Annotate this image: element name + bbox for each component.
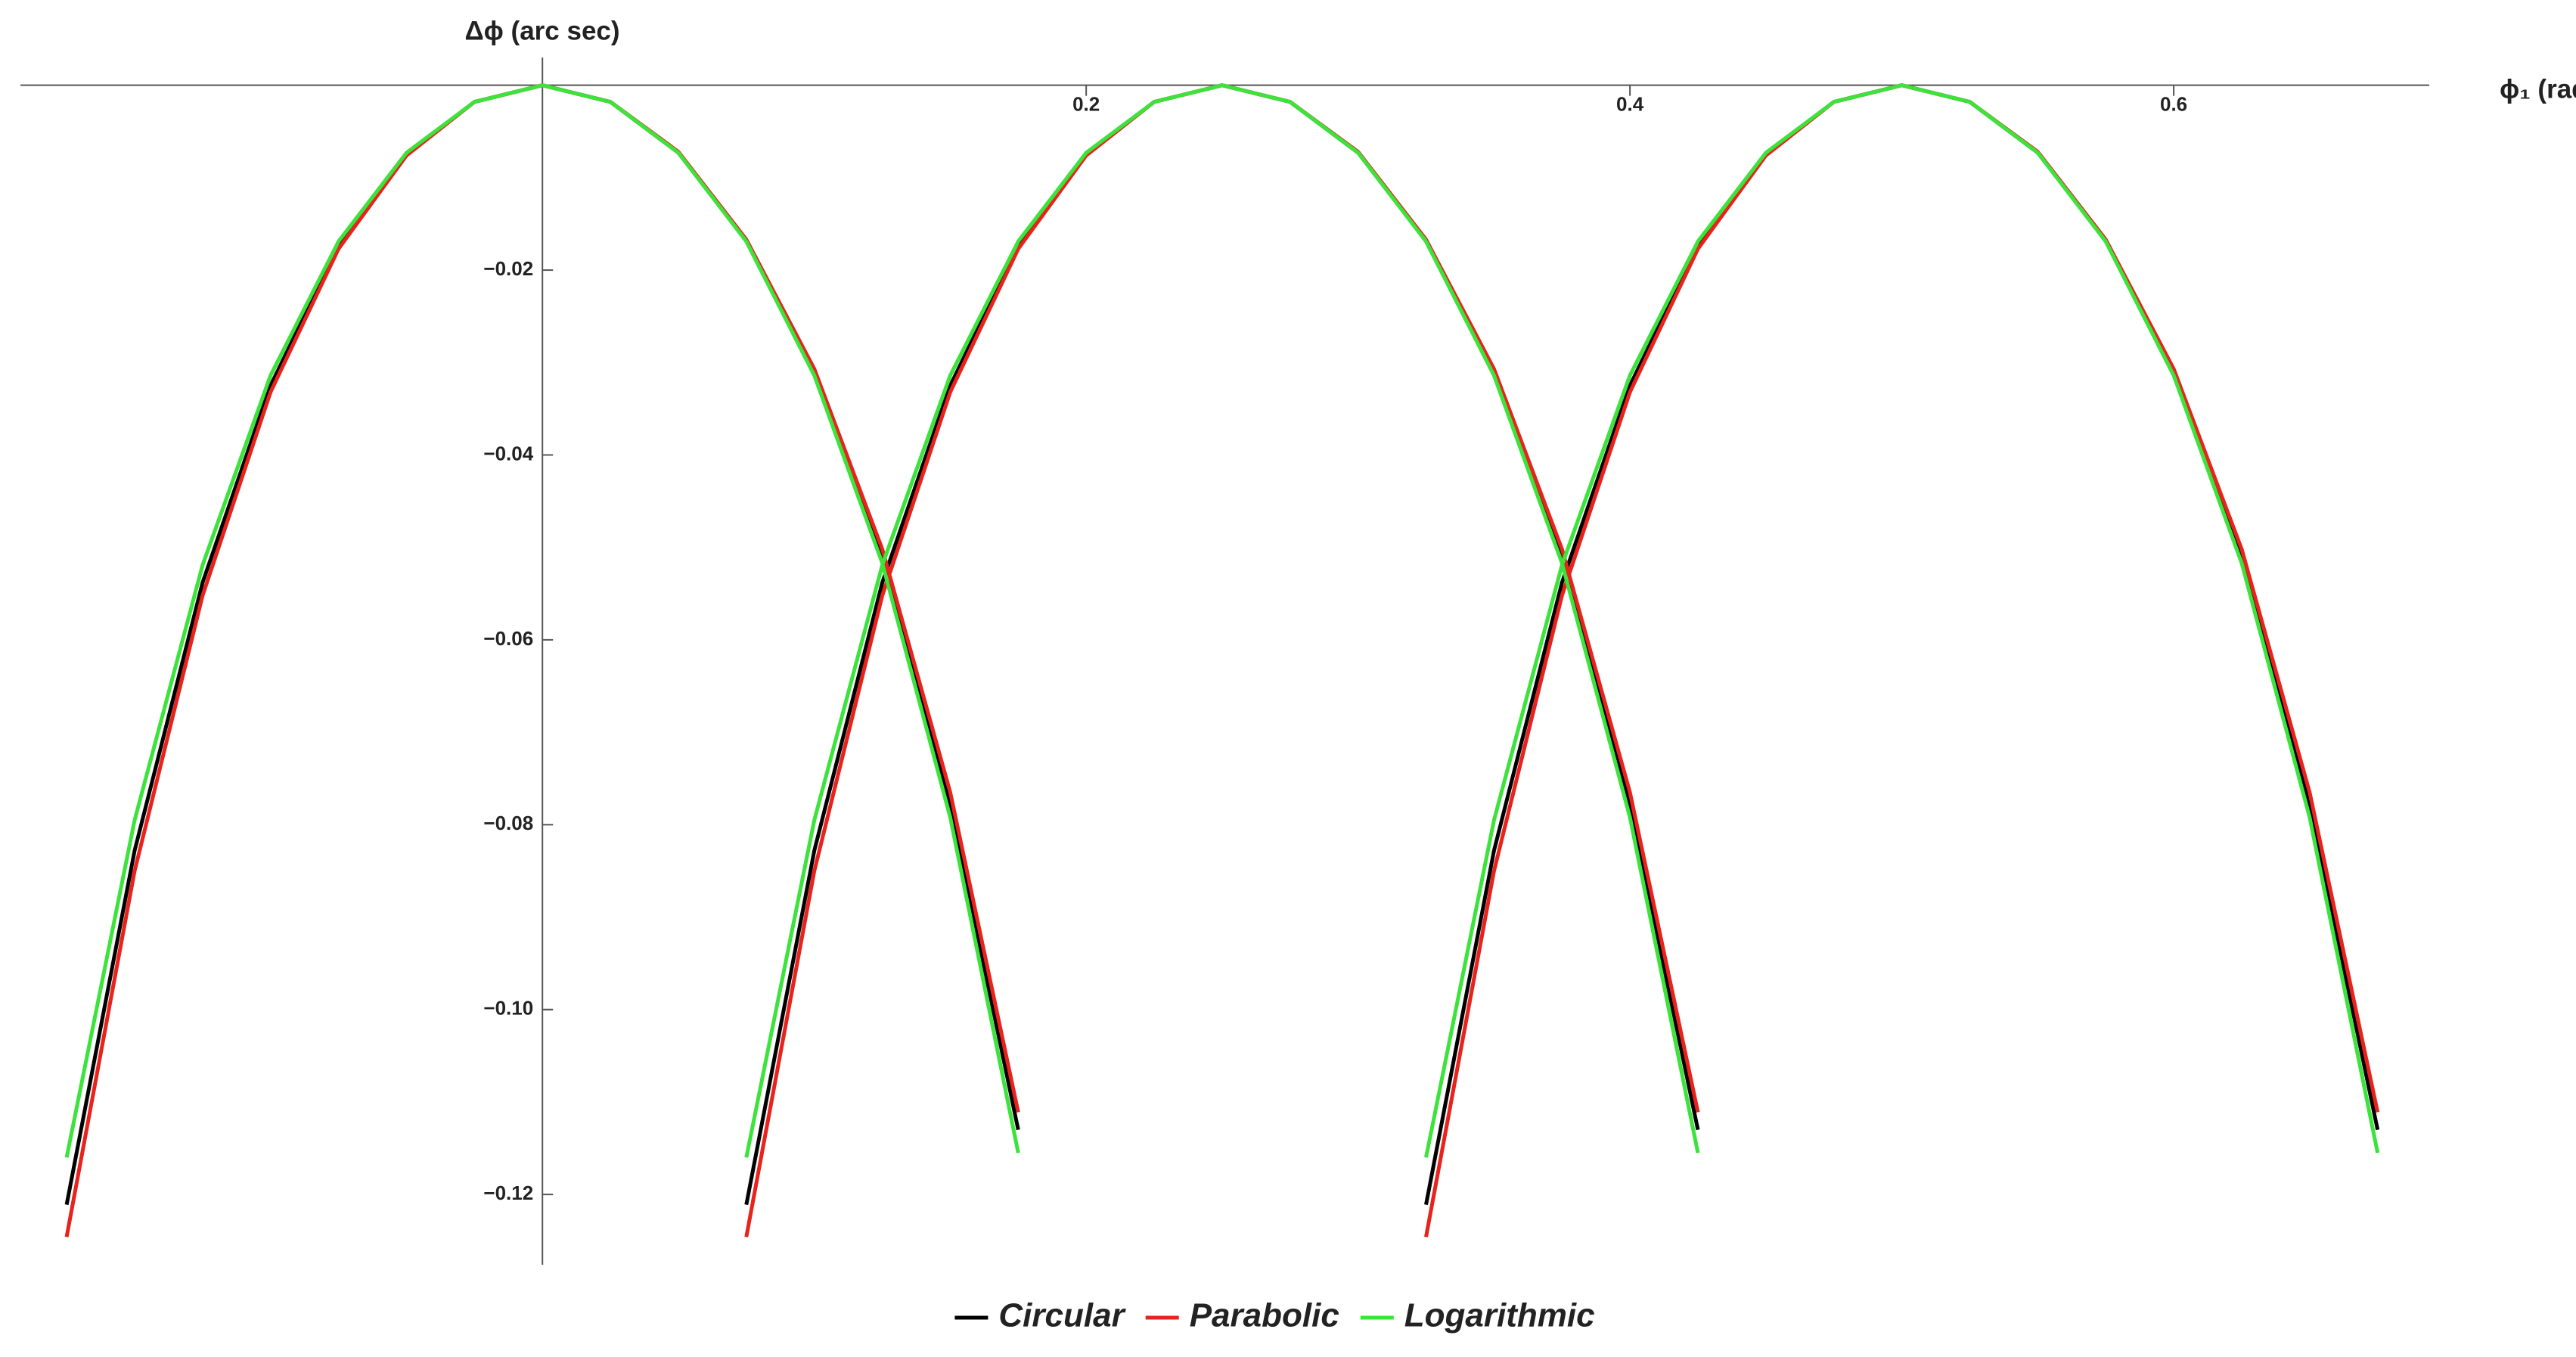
y-tick-label: −0.02 [483, 257, 533, 280]
y-tick-label: −0.06 [483, 627, 533, 650]
x-axis-label: ϕ₁ (rad) [2500, 74, 2576, 104]
y-tick-label: −0.10 [483, 997, 533, 1020]
y-axis-label: Δϕ (arc sec) [464, 16, 619, 45]
y-tick-label: −0.08 [483, 812, 533, 834]
series-line [64, 83, 2380, 1237]
legend-label: Logarithmic [1404, 1297, 1595, 1334]
series-line [64, 83, 2380, 1158]
series-line [64, 83, 2380, 1206]
x-tick-label: 0.6 [2160, 93, 2187, 116]
x-tick-label: 0.2 [1072, 93, 1100, 116]
legend-label: Parabolic [1190, 1297, 1339, 1334]
y-tick-label: −0.12 [483, 1182, 533, 1204]
x-tick-label: 0.4 [1616, 93, 1644, 116]
y-tick-label: −0.04 [483, 442, 533, 464]
legend-label: Circular [998, 1297, 1126, 1334]
